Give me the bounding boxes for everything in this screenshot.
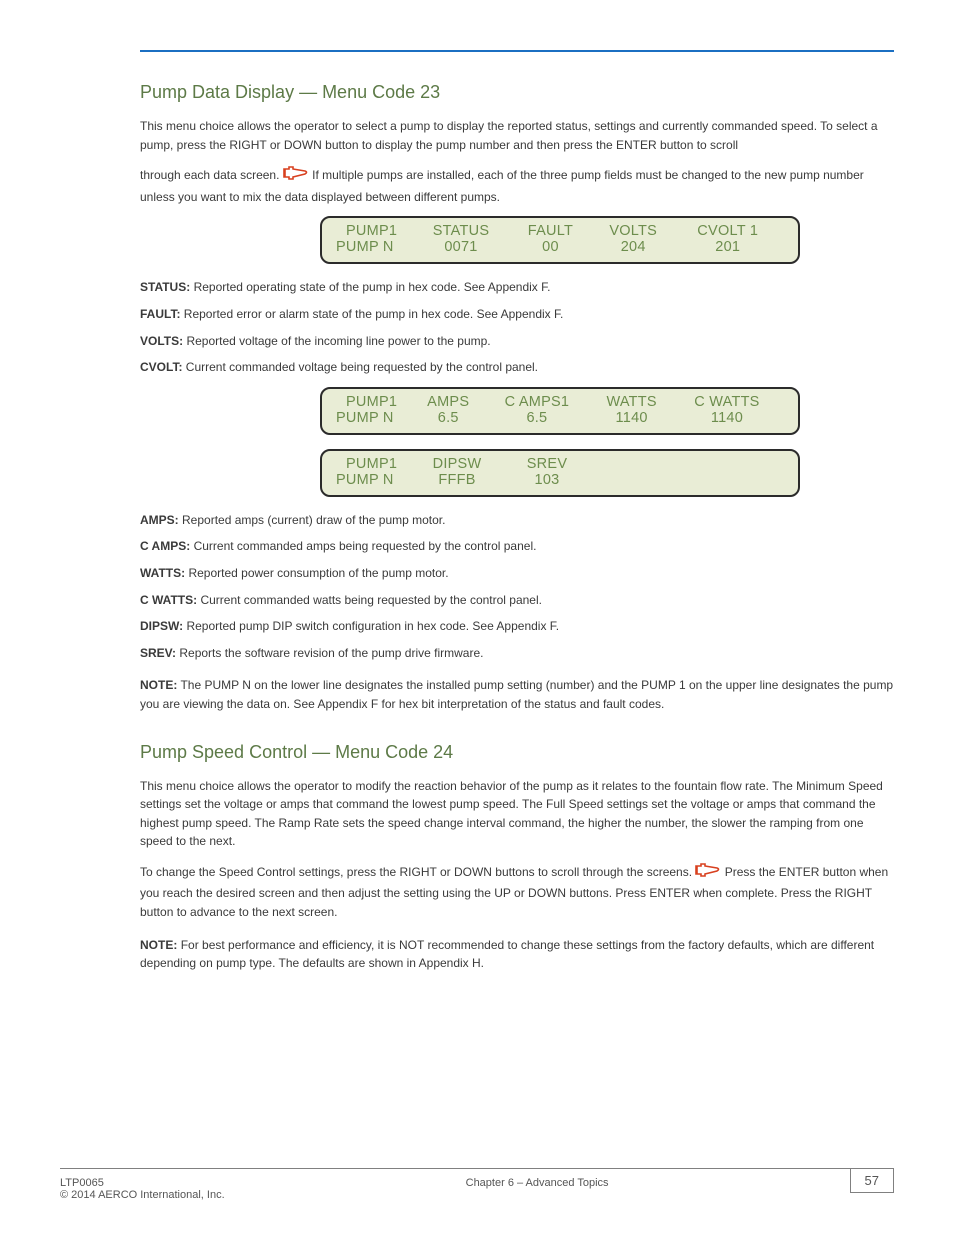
text-amps: Reported amps (current) draw of the pump… [182, 513, 445, 527]
page-footer: LTP0065 © 2014 AERCO International, Inc.… [60, 1168, 894, 1201]
def-status: STATUS: Reported operating state of the … [140, 278, 894, 297]
text-volts: Reported voltage of the incoming line po… [186, 334, 490, 348]
footer-center: Chapter 6 – Advanced Topics [225, 1177, 850, 1189]
page-number: 57 [850, 1168, 894, 1193]
top-divider [140, 50, 894, 52]
def-cwatts: C WATTS: Current commanded watts being r… [140, 591, 894, 610]
lcd-display-2: PUMP1 AMPS C AMPS1 WATTS C WATTS PUMP N … [320, 387, 800, 435]
label-camps: C AMPS: [140, 539, 190, 553]
footer-divider [60, 1168, 894, 1169]
text-dipsw: Reported pump DIP switch configuration i… [186, 619, 559, 633]
label-fault: FAULT: [140, 307, 180, 321]
lcd1-h-c1: PUMP1 [336, 223, 412, 239]
def-dipsw: DIPSW: Reported pump DIP switch configur… [140, 617, 894, 636]
label-status: STATUS: [140, 280, 190, 294]
lcd2-v-c1: PUMP N [336, 410, 412, 426]
lcd1-v-c5: 201 [675, 239, 780, 255]
section2-para2: To change the Speed Control settings, pr… [140, 861, 894, 922]
def-camps: C AMPS: Current commanded amps being req… [140, 537, 894, 556]
note2-prefix: NOTE: [140, 938, 177, 952]
lcd3-v-c1: PUMP N [336, 472, 412, 488]
intro-paragraph-2: through each data screen. If multiple pu… [140, 164, 894, 206]
def-fault: FAULT: Reported error or alarm state of … [140, 305, 894, 324]
label-dipsw: DIPSW: [140, 619, 183, 633]
note-2: NOTE: For best performance and efficienc… [140, 936, 894, 973]
section-heading-pump-data: Pump Data Display — Menu Code 23 [140, 82, 894, 103]
note-1: NOTE: The PUMP N on the lower line desig… [140, 676, 894, 713]
lcd-display-3: PUMP1 DIPSW SREV PUMP N FFFB 103 [320, 449, 800, 497]
lcd3-v-c2: FFFB [412, 472, 502, 488]
lcd2-h-c3: C AMPS1 [484, 394, 589, 410]
text-fault: Reported error or alarm state of the pum… [184, 307, 564, 321]
lcd1-h-c5: CVOLT 1 [675, 223, 780, 239]
section2-para2-prefix: To change the Speed Control settings, pr… [140, 865, 695, 879]
intro-cont-prefix: through each data screen. [140, 168, 283, 182]
lcd3-v-c3: 103 [502, 472, 592, 488]
lcd2-h-c5: C WATTS [674, 394, 780, 410]
text-cvolt: Current commanded voltage being requeste… [186, 360, 538, 374]
lcd2-v-c3: 6.5 [484, 410, 589, 426]
lcd1-h-c4: VOLTS [591, 223, 676, 239]
text-srev: Reports the software revision of the pum… [179, 646, 483, 660]
text-watts: Reported power consumption of the pump m… [188, 566, 448, 580]
section2-para1: This menu choice allows the operator to … [140, 777, 894, 851]
def-volts: VOLTS: Reported voltage of the incoming … [140, 332, 894, 351]
footer-left: LTP0065 © 2014 AERCO International, Inc. [60, 1177, 225, 1201]
lcd3-h-c3: SREV [502, 456, 592, 472]
lcd1-v-c1: PUMP N [336, 239, 412, 255]
lcd2-h-c1: PUMP1 [336, 394, 412, 410]
intro-text-1: This menu choice allows the operator to … [140, 119, 878, 152]
note1-prefix: NOTE: [140, 678, 177, 692]
pointer-hand-icon [283, 164, 309, 188]
pointer-hand-icon [695, 861, 721, 885]
def-watts: WATTS: Reported power consumption of the… [140, 564, 894, 583]
text-cwatts: Current commanded watts being requested … [200, 593, 542, 607]
label-cwatts: C WATTS: [140, 593, 197, 607]
label-amps: AMPS: [140, 513, 179, 527]
lcd2-h-c2: AMPS [412, 394, 484, 410]
lcd3-h-c1: PUMP1 [336, 456, 412, 472]
lcd2-h-c4: WATTS [589, 394, 673, 410]
lcd1-h-c2: STATUS [412, 223, 510, 239]
text-camps: Current commanded amps being requested b… [194, 539, 537, 553]
def-cvolt: CVOLT: Current commanded voltage being r… [140, 358, 894, 377]
lcd2-v-c2: 6.5 [412, 410, 484, 426]
label-srev: SREV: [140, 646, 176, 660]
intro-paragraph: This menu choice allows the operator to … [140, 117, 894, 154]
def-srev: SREV: Reports the software revision of t… [140, 644, 894, 663]
label-volts: VOLTS: [140, 334, 183, 348]
lcd1-h-c3: FAULT [510, 223, 591, 239]
label-cvolt: CVOLT: [140, 360, 182, 374]
note1-text: The PUMP N on the lower line designates … [140, 678, 893, 711]
lcd2-v-c5: 1140 [674, 410, 780, 426]
def-amps: AMPS: Reported amps (current) draw of th… [140, 511, 894, 530]
lcd1-v-c4: 204 [591, 239, 676, 255]
lcd2-v-c4: 1140 [589, 410, 673, 426]
note2-text: For best performance and efficiency, it … [140, 938, 874, 971]
lcd1-v-c3: 00 [510, 239, 591, 255]
lcd-display-1: PUMP1 STATUS FAULT VOLTS CVOLT 1 PUMP N … [320, 216, 800, 264]
lcd3-h-c2: DIPSW [412, 456, 502, 472]
lcd1-v-c2: 0071 [412, 239, 510, 255]
section-heading-pump-speed: Pump Speed Control — Menu Code 24 [140, 742, 894, 763]
text-status: Reported operating state of the pump in … [194, 280, 551, 294]
label-watts: WATTS: [140, 566, 185, 580]
